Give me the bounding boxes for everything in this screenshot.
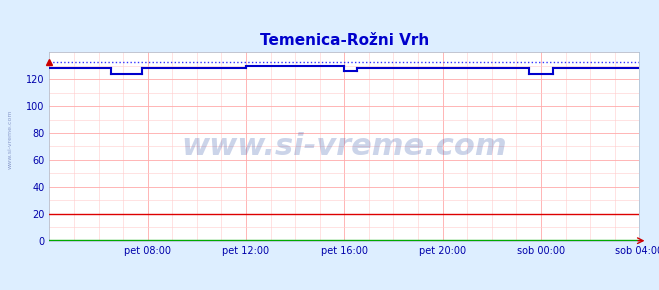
Text: www.si-vreme.com: www.si-vreme.com (181, 132, 507, 161)
Title: Temenica-Rožni Vrh: Temenica-Rožni Vrh (260, 33, 429, 48)
Text: www.si-vreme.com: www.si-vreme.com (8, 109, 13, 169)
